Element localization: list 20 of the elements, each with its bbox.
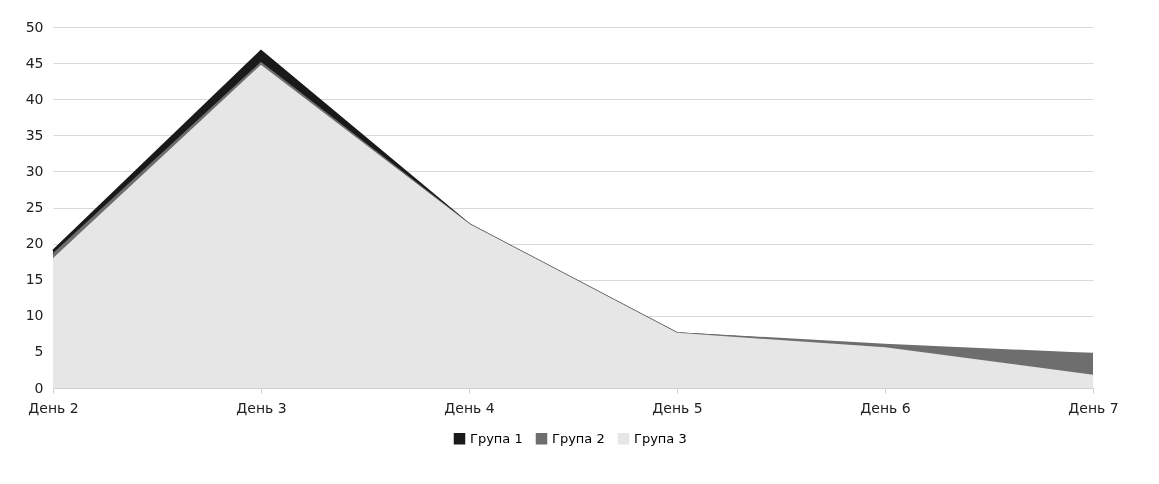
y-tick-label: 5 — [34, 343, 44, 360]
x-tick-label: День 4 — [444, 399, 495, 416]
y-tick-label: 20 — [25, 235, 44, 252]
x-tick-label: День 2 — [28, 399, 79, 416]
y-tick-label: 15 — [25, 271, 44, 288]
x-tick-label: День 6 — [860, 399, 911, 416]
y-tick-label: 25 — [25, 199, 44, 215]
y-tick-label: 35 — [25, 126, 44, 143]
legend-label: Група 2 — [552, 430, 605, 446]
legend-label: Група 3 — [634, 430, 687, 446]
x-tick-label: День 3 — [236, 399, 287, 416]
y-tick-label: 0 — [34, 379, 44, 396]
y-tick-label: 30 — [25, 162, 44, 179]
x-tick-label: День 5 — [652, 399, 703, 416]
y-tick-label: 40 — [25, 90, 44, 107]
y-tick-label: 45 — [25, 54, 44, 71]
y-tick-label: 50 — [25, 18, 44, 35]
legend-label: Група 1 — [470, 430, 523, 446]
x-tick-label: День 7 — [1068, 399, 1119, 416]
y-tick-label: 10 — [25, 307, 44, 324]
